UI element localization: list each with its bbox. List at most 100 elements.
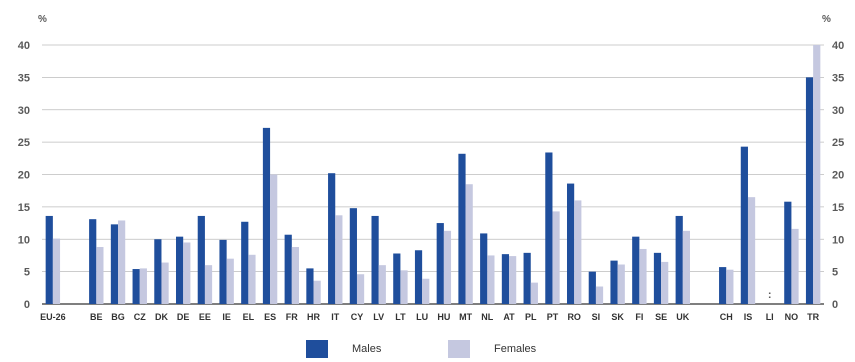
x-label-ee: EE <box>199 312 211 322</box>
bar-males-lt <box>393 253 401 304</box>
x-label-es: ES <box>264 312 276 322</box>
bar-females-ie <box>226 258 234 304</box>
bar-females-pl <box>530 282 538 304</box>
y-axis-right: 0 5 10 15 20 25 30 35 40 <box>832 40 844 311</box>
bar-females-fr <box>291 247 300 304</box>
x-label-fr: FR <box>286 312 298 322</box>
bar-females-se <box>661 261 669 304</box>
y-unit-left: % <box>38 14 47 25</box>
y-tick-right-40: 40 <box>832 40 844 52</box>
y-tick-left-30: 30 <box>18 105 30 117</box>
x-label-cz: CZ <box>134 312 146 322</box>
bar-males-de <box>175 236 184 304</box>
annotations: : <box>768 289 772 301</box>
bar-females-lu <box>422 278 430 304</box>
bar-females-de <box>183 242 191 304</box>
bar-males-cy <box>349 208 357 304</box>
bar-males-cz <box>132 269 140 304</box>
x-label-bg: BG <box>111 312 125 322</box>
bar-females-ee <box>204 265 213 304</box>
x-label-pl: PL <box>525 312 537 322</box>
y-tick-right-25: 25 <box>832 137 844 149</box>
y-tick-right-15: 15 <box>832 202 844 214</box>
bars <box>45 45 821 304</box>
x-label-ro: RO <box>567 312 581 322</box>
bar-males-at <box>501 254 510 304</box>
bar-females-dk <box>161 262 169 304</box>
bar-males-uk <box>675 215 683 304</box>
bar-males-hr <box>306 268 314 304</box>
bar-males-it <box>328 173 336 304</box>
bar-males-ro <box>566 183 575 304</box>
legend: Males Females <box>0 336 855 362</box>
x-label-cy: CY <box>351 312 364 322</box>
x-label-uk: UK <box>676 312 689 322</box>
legend-swatch-females <box>448 340 470 358</box>
y-tick-left-15: 15 <box>18 202 30 214</box>
bar-males-lu <box>414 250 423 304</box>
bar-females-mt <box>465 184 473 304</box>
x-label-sk: SK <box>611 312 624 322</box>
y-axis-left: 0 5 10 15 20 25 30 35 40 <box>18 40 30 311</box>
y-tick-left-35: 35 <box>18 72 30 84</box>
bar-males-ee <box>197 215 205 304</box>
category-labels: EU-26 BE BG CZ DK DE EE IE EL ES FR HR IT CY LV LT LU HU M… <box>40 312 820 322</box>
bar-males-is <box>740 146 748 304</box>
bar-males-pl <box>523 252 531 304</box>
bar-males-si <box>588 271 596 304</box>
bar-females-ro <box>574 200 582 304</box>
x-label-li: LI <box>766 312 774 322</box>
x-label-lt: LT <box>395 312 406 322</box>
legend-label-males: Males <box>352 343 382 355</box>
bar-females-ch <box>726 269 734 304</box>
bar-females-sk <box>617 264 625 304</box>
gridlines <box>42 44 824 305</box>
x-label-dk: DK <box>155 312 168 322</box>
y-unit-right: % <box>822 14 831 25</box>
x-label-si: SI <box>592 312 601 322</box>
y-tick-right-30: 30 <box>832 105 844 117</box>
bar-females-lt <box>400 270 408 304</box>
bar-females-hu <box>443 230 452 304</box>
x-label-eu-26: EU-26 <box>40 312 66 322</box>
bar-females-uk <box>682 230 691 304</box>
bar-females-bg <box>118 220 126 304</box>
x-label-nl: NL <box>481 312 493 322</box>
x-label-fi: FI <box>635 312 643 322</box>
bar-males-hu <box>436 223 444 304</box>
bar-males-dk <box>154 239 162 304</box>
bar-males-ie <box>219 239 227 304</box>
y-tick-right-20: 20 <box>832 170 844 182</box>
bar-females-be <box>96 247 104 304</box>
x-label-de: DE <box>177 312 190 322</box>
bar-males-es <box>262 127 271 304</box>
bar-females-fi <box>639 248 647 304</box>
y-tick-left-25: 25 <box>18 137 30 149</box>
y-tick-left-20: 20 <box>18 170 30 182</box>
y-tick-left-40: 40 <box>18 40 30 52</box>
x-label-lv: LV <box>373 312 384 322</box>
bar-females-is <box>747 197 756 304</box>
bar-females-nl <box>487 255 495 304</box>
y-tick-right-5: 5 <box>832 267 838 279</box>
bar-females-at <box>509 256 517 304</box>
bar-females-eu-26 <box>52 238 61 304</box>
bar-males-tr <box>805 77 814 304</box>
x-label-pt: PT <box>547 312 559 322</box>
bar-chart: EU-26 BE BG CZ DK DE EE IE EL ES FR HR IT CY LV LT LU HU M… <box>18 14 845 322</box>
legend-label-females: Females <box>494 343 537 355</box>
x-label-ch: CH <box>720 312 733 322</box>
bar-males-mt <box>458 153 466 304</box>
x-label-no: NO <box>785 312 799 322</box>
legend-item-females: Females <box>448 340 536 358</box>
bar-females-it <box>335 215 343 304</box>
x-label-lu: LU <box>416 312 428 322</box>
bar-males-lv <box>371 215 379 304</box>
x-label-ie: IE <box>222 312 231 322</box>
bar-males-be <box>89 219 97 304</box>
bar-females-lv <box>378 265 386 304</box>
x-label-el: EL <box>243 312 255 322</box>
bar-females-hr <box>313 280 321 304</box>
bar-males-fi <box>632 236 640 304</box>
x-label-tr: TR <box>807 312 819 322</box>
